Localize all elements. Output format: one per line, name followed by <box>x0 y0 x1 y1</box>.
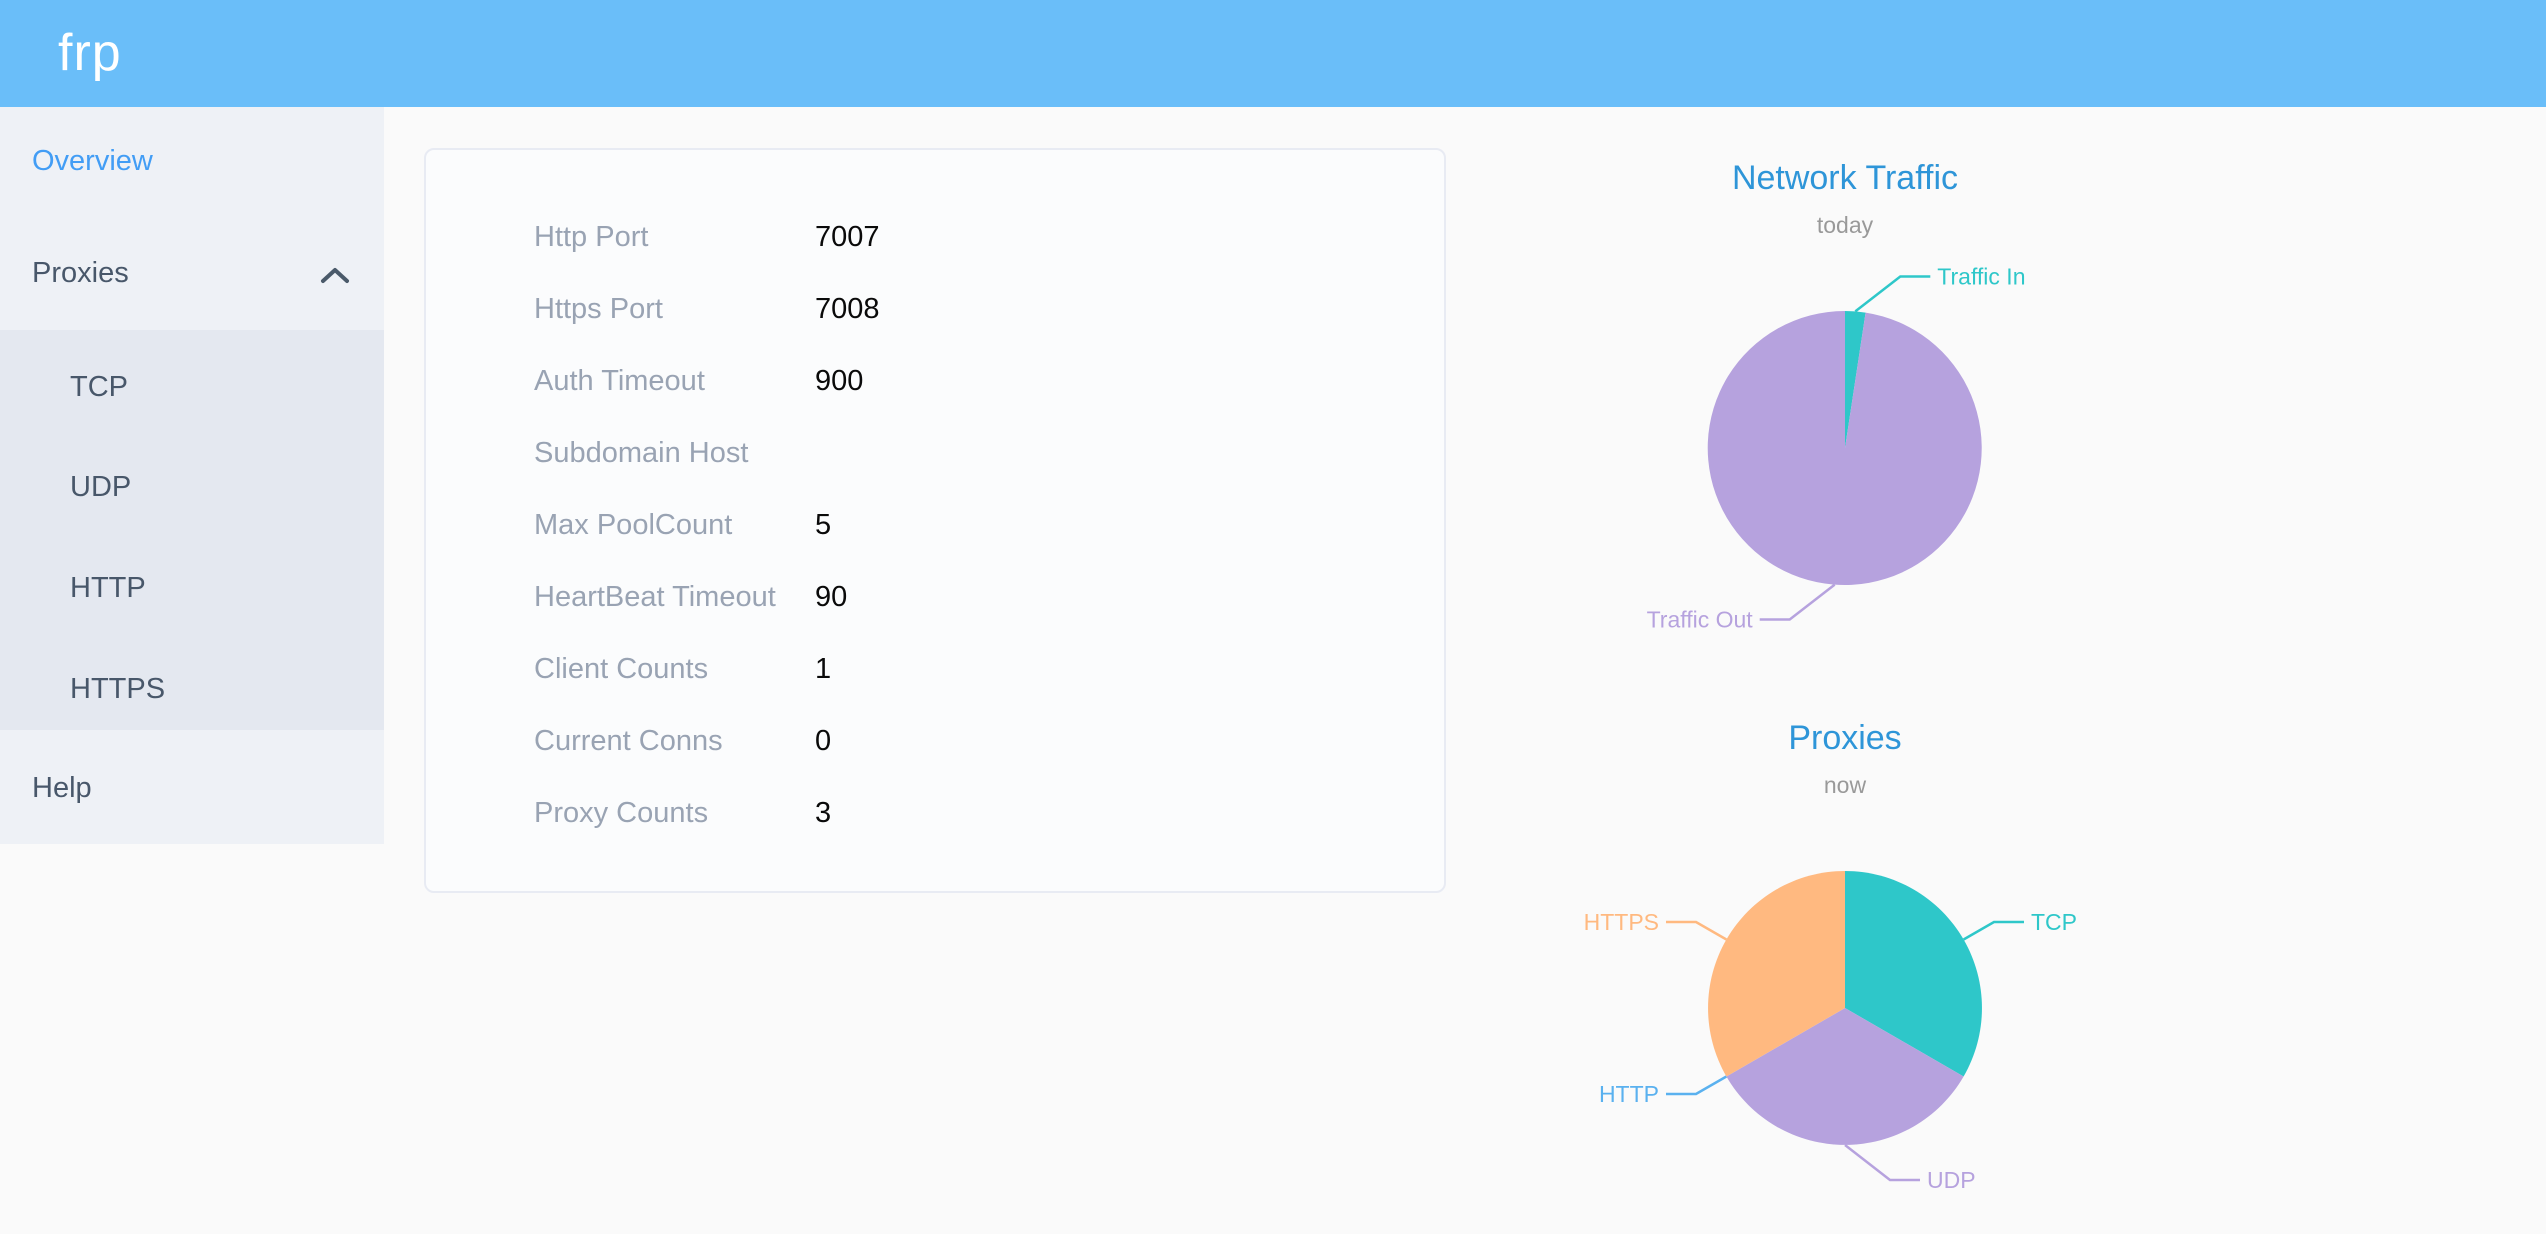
pie-slice-label: Traffic In <box>1937 264 2025 290</box>
info-label: Max PoolCount <box>534 509 733 541</box>
pie-slice-label: HTTP <box>1599 1081 1659 1107</box>
chevron-up-icon <box>321 268 349 283</box>
sidebar-item-proxies[interactable]: Proxies <box>0 223 384 323</box>
info-row: Auth Timeout 900 <box>426 345 1444 417</box>
info-label: HeartBeat Timeout <box>534 581 776 613</box>
app-header: frp <box>0 0 2546 107</box>
pie-label-line <box>1844 1144 1920 1182</box>
sidebar-item-udp[interactable]: UDP <box>70 471 132 503</box>
sidebar-item-https[interactable]: HTTPS <box>70 673 166 705</box>
pie-slice-tcp[interactable] <box>1845 871 1982 1077</box>
network-traffic-chart-title: Network Traffic <box>1731 159 1959 197</box>
proxies-chart-title: Proxies <box>1788 719 1902 757</box>
pie-label-line <box>1759 583 1836 621</box>
pie-label-line <box>1854 275 1931 313</box>
pie-label-line <box>1666 1075 1728 1096</box>
pie-slice-label: Traffic Out <box>1647 607 1754 633</box>
info-value: 900 <box>815 365 864 397</box>
pie-slice-https[interactable] <box>1708 871 1845 1077</box>
sidebar-item-http[interactable]: HTTP <box>70 572 146 604</box>
info-row: Current Conns 0 <box>426 705 1444 777</box>
info-label: Http Port <box>534 221 649 253</box>
pie-label-line <box>1962 920 2024 941</box>
pie-slice-traffic-out[interactable] <box>1707 310 1982 585</box>
network-traffic-chart-subtitle: today <box>1816 212 1874 238</box>
info-row: Max PoolCount 5 <box>426 489 1444 561</box>
info-row: Subdomain Host <box>426 417 1444 489</box>
info-row: HeartBeat Timeout 90 <box>426 561 1444 633</box>
pie-slice-label: UDP <box>1927 1167 1976 1193</box>
info-value: 1 <box>815 653 832 685</box>
info-value: 7008 <box>815 293 880 325</box>
info-row: Https Port 7008 <box>426 273 1444 345</box>
sidebar-item-help[interactable]: Help <box>32 772 92 804</box>
info-value: 0 <box>815 725 832 757</box>
info-row: Http Port 7007 <box>426 201 1444 273</box>
network-traffic-pie-chart[interactable]: Traffic In Traffic Out <box>1540 240 2140 660</box>
pie-slice-label: HTTPS <box>1584 909 1659 935</box>
sidebar: Overview Proxies TCP UDP HTTP HTTPS Help <box>0 107 384 844</box>
info-value: 3 <box>815 797 832 829</box>
proxies-submenu: TCP UDP HTTP HTTPS <box>0 330 384 730</box>
info-label: Subdomain Host <box>534 437 749 469</box>
server-info-card: Http Port 7007 Https Port 7008 Auth Time… <box>424 148 1446 893</box>
pie-slice-label: TCP <box>2031 909 2077 935</box>
pie-label-line <box>1666 920 1728 941</box>
pie-slice-udp[interactable] <box>1726 1008 1964 1145</box>
info-value: 7007 <box>815 221 880 253</box>
proxies-chart-subtitle: now <box>1823 772 1867 798</box>
info-row: Client Counts 1 <box>426 633 1444 705</box>
info-value: 5 <box>815 509 832 541</box>
app-logo: frp <box>58 24 122 82</box>
pie-slice-traffic-in[interactable] <box>1845 311 1866 448</box>
info-label: Current Conns <box>534 725 723 757</box>
info-label: Proxy Counts <box>534 797 709 829</box>
proxies-pie-chart[interactable]: TCP UDP HTTP HTTPS <box>1540 840 2140 1234</box>
sidebar-item-proxies-label: Proxies <box>32 257 129 289</box>
sidebar-item-overview[interactable]: Overview <box>32 145 153 177</box>
info-label: Https Port <box>534 293 663 325</box>
info-row: Proxy Counts 3 <box>426 777 1444 849</box>
info-label: Client Counts <box>534 653 709 685</box>
sidebar-item-tcp[interactable]: TCP <box>70 371 128 403</box>
info-value: 90 <box>815 581 848 613</box>
info-label: Auth Timeout <box>534 365 705 397</box>
